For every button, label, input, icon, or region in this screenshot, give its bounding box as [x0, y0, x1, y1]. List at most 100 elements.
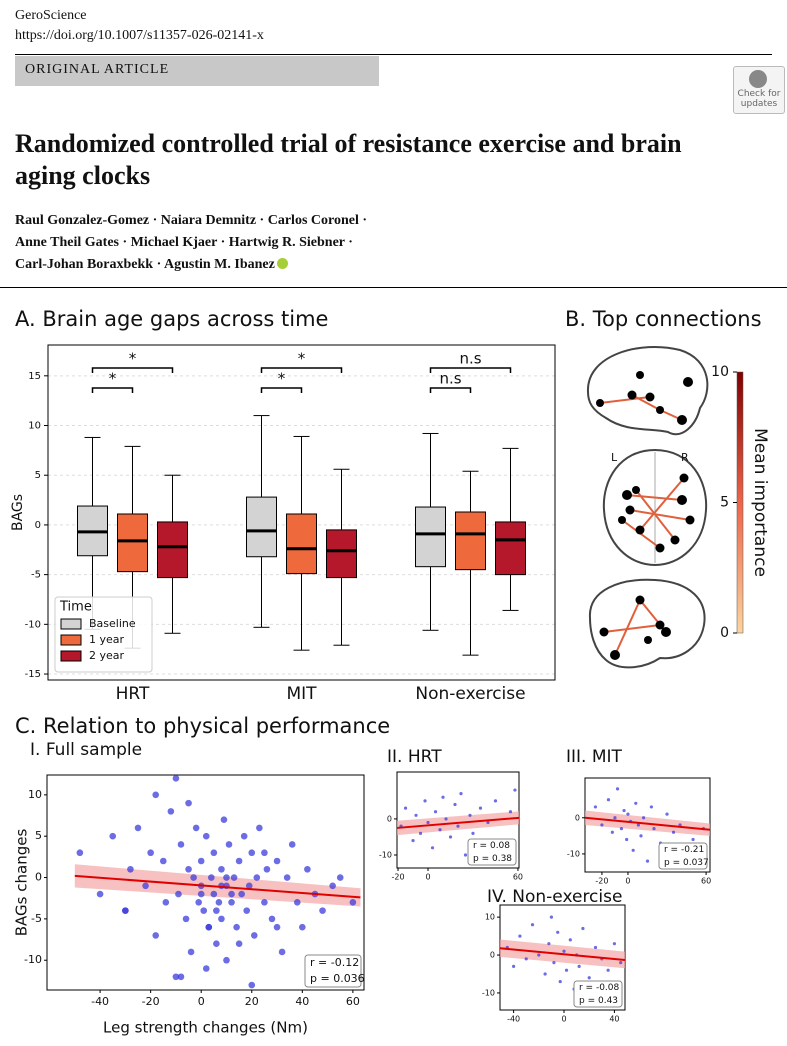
point: [652, 827, 656, 831]
point: [127, 865, 134, 873]
section-title: C. Relation to physical performance: [15, 714, 390, 738]
point: [549, 915, 554, 919]
rule: [0, 287, 787, 288]
point: [218, 915, 225, 923]
node: [677, 495, 687, 505]
point: [543, 972, 547, 976]
connection: [626, 494, 683, 501]
point: [243, 907, 251, 914]
node: [618, 516, 626, 524]
box-body: [495, 521, 526, 576]
point: [202, 965, 210, 972]
point: [215, 899, 223, 906]
nodes: [596, 371, 695, 660]
stats-text: p = 0.036: [310, 972, 365, 985]
significance-label: *: [298, 350, 306, 368]
connection: [639, 477, 685, 531]
point: [552, 961, 556, 965]
box: [455, 470, 486, 656]
y-tick-label: -10: [24, 953, 42, 966]
significance-label: n.s: [439, 370, 461, 388]
node: [610, 650, 620, 660]
point: [152, 791, 160, 799]
point: [248, 849, 256, 857]
orcid-icon[interactable]: [276, 258, 288, 269]
legend-swatch: [60, 634, 82, 646]
point: [619, 827, 624, 831]
point: [225, 841, 233, 848]
legend-swatch: [60, 618, 82, 630]
y-tick-label: 10: [28, 421, 41, 432]
point: [288, 841, 296, 848]
colorbar-tick-label: 10: [711, 364, 729, 380]
connections: [599, 394, 691, 656]
point: [202, 832, 210, 840]
point: [513, 788, 517, 792]
point: [518, 934, 522, 938]
y-tick-label: 15: [28, 371, 41, 382]
stats-text: r = 0.08: [473, 841, 510, 851]
point: [228, 890, 235, 898]
point: [430, 846, 435, 850]
box-body: [286, 513, 317, 575]
point: [192, 824, 200, 832]
significance-bracket: [260, 387, 303, 393]
x-tick-label: 40: [295, 995, 309, 1008]
node: [627, 390, 637, 400]
node: [636, 371, 644, 379]
box-body: [117, 513, 148, 573]
point: [213, 907, 220, 914]
point: [606, 798, 611, 802]
chart-title: B. Top connections: [565, 307, 762, 331]
point: [414, 813, 418, 817]
point: [253, 874, 261, 881]
node: [596, 399, 604, 407]
x-tick-label: MIT: [286, 684, 317, 704]
x-tick-label: -20: [142, 995, 160, 1008]
point: [433, 810, 438, 814]
node: [622, 490, 632, 500]
point: [444, 817, 448, 821]
point: [336, 874, 344, 881]
point: [508, 810, 513, 814]
point: [625, 837, 629, 842]
y-tick-label: 10: [28, 788, 42, 801]
node: [625, 505, 635, 515]
point: [463, 853, 468, 857]
point: [228, 899, 235, 906]
badge[interactable]: Check for updates: [733, 66, 785, 114]
point: [185, 799, 192, 807]
point: [612, 942, 617, 946]
point: [459, 792, 463, 796]
point: [438, 828, 442, 832]
y-tick-label: 5: [35, 829, 42, 842]
y-tick-label: -10: [25, 619, 41, 630]
point: [134, 824, 142, 832]
significance-bracket: [91, 367, 174, 373]
point: [691, 837, 695, 842]
point: [456, 824, 460, 828]
y-tick-label: -5: [31, 912, 42, 925]
point: [233, 923, 240, 931]
connection: [614, 599, 641, 656]
box: [246, 415, 277, 628]
point: [256, 824, 263, 832]
significance-bracket: [429, 367, 512, 373]
point: [631, 848, 635, 852]
point: [636, 823, 640, 827]
point: [238, 890, 245, 898]
type-bar: [15, 56, 379, 86]
point: [175, 890, 182, 898]
point: [634, 801, 638, 805]
legend-swatch: [60, 650, 82, 662]
y-tick-label: 0: [490, 951, 495, 960]
x-tick-label: -20: [392, 873, 405, 882]
point: [109, 832, 117, 840]
point: [587, 976, 591, 980]
box-body: [157, 521, 188, 579]
point: [177, 973, 185, 981]
point: [556, 930, 560, 934]
confidence-band: [74, 864, 361, 907]
y-tick-label: 0: [387, 814, 392, 823]
point: [468, 813, 472, 817]
